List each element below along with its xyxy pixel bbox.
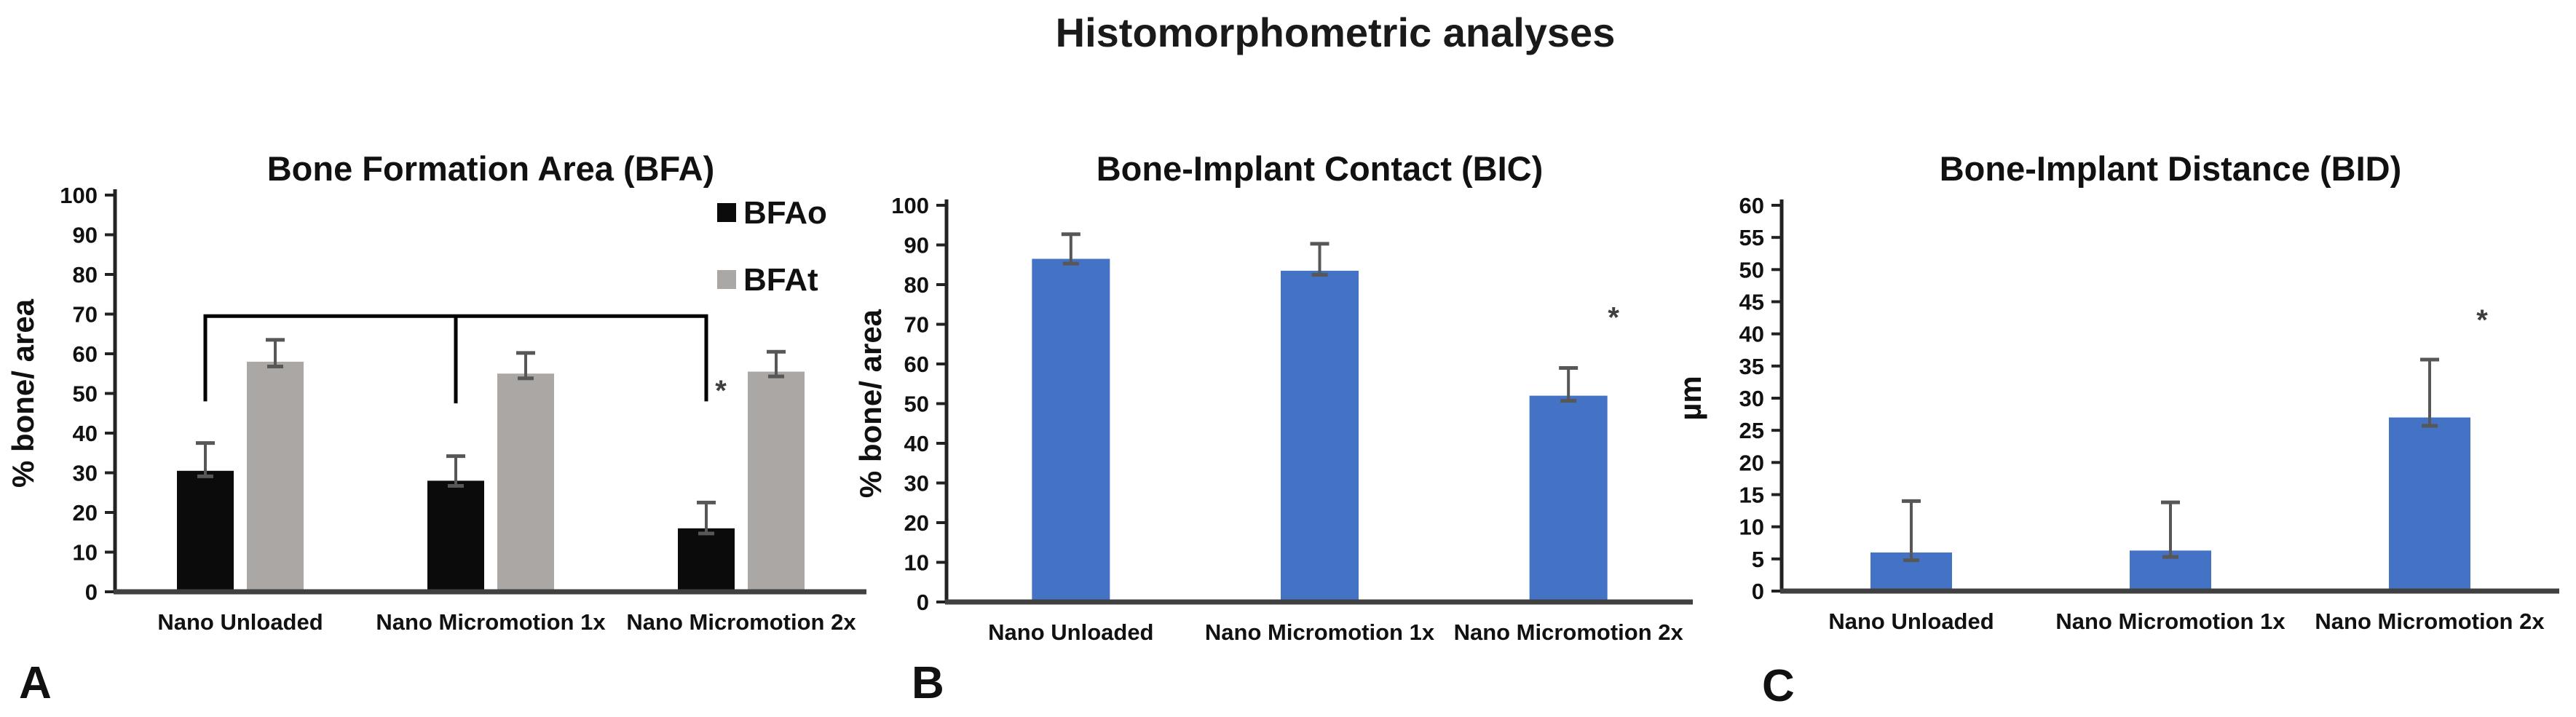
y-tick-label-B-80: 80 — [904, 272, 929, 298]
panel-letter-a: A — [19, 658, 52, 708]
y-tick-label-A-90: 90 — [73, 223, 98, 248]
bar-A-BFAo-1 — [427, 480, 484, 592]
bar-C-BID-2 — [2389, 417, 2470, 591]
y-tick-label-A-30: 30 — [73, 461, 98, 486]
y-tick-label-B-90: 90 — [904, 233, 929, 258]
y-axis-label-A: % bone/ area — [6, 298, 40, 488]
y-tick-label-C-20: 20 — [1739, 450, 1764, 475]
legend-swatch-BFAt — [717, 270, 736, 289]
y-tick-label-B-70: 70 — [904, 312, 929, 338]
y-tick-label-C-45: 45 — [1739, 290, 1764, 315]
y-tick-label-A-10: 10 — [73, 540, 98, 566]
y-tick-label-B-10: 10 — [904, 550, 929, 576]
y-tick-label-C-15: 15 — [1739, 483, 1764, 508]
significance-star-C: * — [2476, 304, 2488, 336]
y-tick-label-B-100: 100 — [891, 193, 929, 218]
y-tick-label-B-20: 20 — [904, 510, 929, 536]
y-tick-label-A-100: 100 — [60, 183, 98, 208]
bar-A-BFAo-2 — [678, 528, 735, 592]
y-tick-label-C-5: 5 — [1752, 547, 1764, 572]
y-tick-label-C-0: 0 — [1752, 579, 1764, 604]
y-tick-label-A-20: 20 — [73, 500, 98, 526]
bar-A-BFAt-2 — [748, 371, 805, 592]
x-category-B-1: Nano Micromotion 1x — [1205, 619, 1435, 645]
x-category-C-0: Nano Unloaded — [1828, 609, 1994, 634]
chart-title-A: Bone Formation Area (BFA) — [267, 149, 715, 188]
significance-bracket-A — [203, 314, 708, 404]
y-tick-label-A-80: 80 — [73, 262, 98, 288]
chart-title-C: Bone-Implant Distance (BID) — [1940, 149, 2402, 188]
bar-B-BIC-1 — [1281, 270, 1359, 602]
bar-B-BIC-2 — [1529, 395, 1608, 602]
y-tick-label-B-60: 60 — [904, 352, 929, 377]
y-tick-label-C-25: 25 — [1739, 418, 1764, 443]
bar-B-BIC-0 — [1032, 258, 1110, 602]
y-tick-label-C-55: 55 — [1739, 225, 1764, 250]
y-tick-label-A-40: 40 — [73, 421, 98, 446]
y-tick-label-C-40: 40 — [1739, 322, 1764, 347]
legend-swatch-BFAo — [717, 203, 736, 222]
bar-A-BFAt-1 — [497, 373, 554, 592]
y-tick-label-A-0: 0 — [85, 579, 98, 605]
x-category-C-1: Nano Micromotion 1x — [2055, 609, 2285, 634]
significance-star-B: * — [1608, 301, 1619, 333]
x-category-B-2: Nano Micromotion 2x — [1454, 619, 1684, 645]
significance-star-A: * — [715, 375, 727, 407]
y-tick-label-B-40: 40 — [904, 431, 929, 456]
bar-A-BFAo-0 — [177, 470, 234, 592]
y-tick-label-C-50: 50 — [1739, 257, 1764, 282]
y-tick-label-A-50: 50 — [73, 381, 98, 407]
figure-title: Histomorphometric analyses — [1055, 9, 1616, 55]
y-tick-label-A-60: 60 — [73, 341, 98, 367]
x-category-B-0: Nano Unloaded — [988, 619, 1153, 645]
x-category-A-2: Nano Micromotion 2x — [626, 609, 856, 635]
legend-label-BFAo: BFAo — [743, 195, 827, 231]
bar-A-BFAt-0 — [247, 361, 304, 592]
x-category-A-1: Nano Micromotion 1x — [376, 609, 606, 635]
y-tick-label-B-0: 0 — [917, 590, 929, 615]
x-category-C-2: Nano Micromotion 2x — [2315, 609, 2545, 634]
y-axis-label-C: µm — [1673, 376, 1707, 421]
panel-letter-b: B — [912, 658, 944, 708]
y-tick-label-A-70: 70 — [73, 302, 98, 328]
y-tick-label-C-30: 30 — [1739, 386, 1764, 411]
y-tick-label-C-10: 10 — [1739, 515, 1764, 540]
y-axis-label-B: % bone/ area — [853, 309, 888, 498]
panel-letter-c: C — [1762, 661, 1795, 711]
y-tick-label-C-35: 35 — [1739, 354, 1764, 379]
x-category-A-0: Nano Unloaded — [157, 609, 323, 635]
chart-title-B: Bone-Implant Contact (BIC) — [1097, 149, 1544, 188]
y-tick-label-B-50: 50 — [904, 392, 929, 417]
y-tick-label-C-60: 60 — [1739, 193, 1764, 218]
y-tick-label-B-30: 30 — [904, 471, 929, 496]
legend-label-BFAt: BFAt — [743, 262, 818, 298]
